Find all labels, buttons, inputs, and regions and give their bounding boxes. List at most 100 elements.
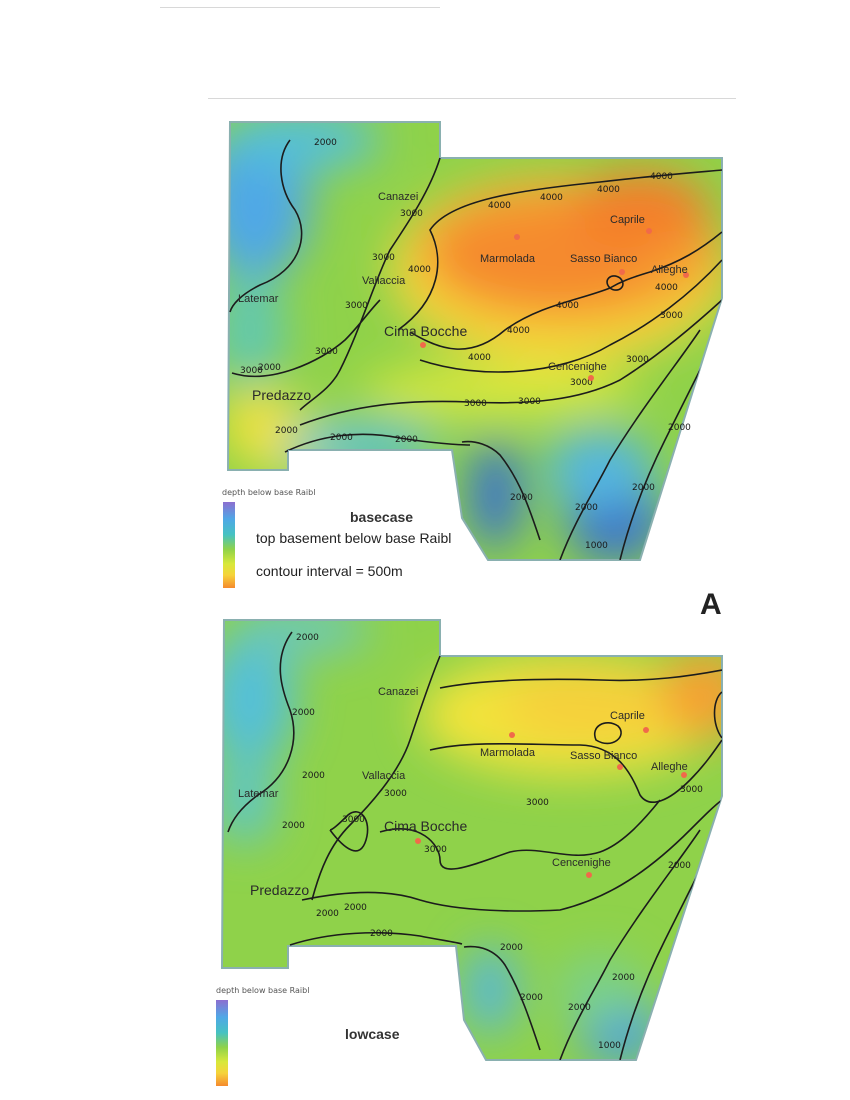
contour-label: 3000 [518,397,541,407]
contour-label: 2000 [668,423,691,433]
contour-label: 4000 [597,185,620,195]
contour-label: 4000 [507,326,530,336]
contour-label: 4000 [650,172,673,182]
contour-label: 2000 [520,993,543,1003]
contour-label: 2000 [612,973,635,983]
well-marker [509,732,515,738]
well-marker [617,764,623,770]
well-marker [646,228,652,234]
contour-label: 2000 [316,909,339,919]
place-cima-bocche: Cima Bocche [384,323,467,339]
well-marker [643,727,649,733]
contour-label: 2000 [344,903,367,913]
basecase-contour-labels: 2000 2000 2000 2000 2000 2000 2000 2000 … [240,138,691,551]
contour-label: 2000 [568,1003,591,1013]
contour-label: 2000 [275,426,298,436]
place-marmolada: Marmolada [480,747,536,759]
place-latemar: Latemar [238,293,279,305]
contour-label: 3000 [526,798,549,808]
basecase-wells [420,228,689,381]
lowcase-colorbar [216,1000,228,1086]
basecase-legend-title: depth below base Raibl [222,488,316,497]
lowcase-map: 2000 2000 2000 2000 2000 2000 2000 2000 … [0,600,850,1100]
place-cencenighe: Cencenighe [548,361,607,373]
contour-label: 3000 [342,815,365,825]
contour-label: 2000 [296,633,319,643]
place-vallaccia: Vallaccia [362,770,406,782]
contour-label: 3000 [680,785,703,795]
lowcase-contour-lines [227,631,722,1060]
contour-label: 4000 [556,301,579,311]
contour-label: 3000 [384,789,407,799]
contour-label: 2000 [292,708,315,718]
basecase-line-2: contour interval = 500m [256,563,403,579]
basecase-place-labels: Canazei Latemar Vallaccia Predazzo Cima … [238,191,688,403]
contour-label: 3000 [240,366,263,376]
well-marker [619,269,625,275]
contour-label: 2000 [282,821,305,831]
well-marker [586,872,592,878]
well-marker [420,342,426,348]
basecase-map: 2000 2000 2000 2000 2000 2000 2000 2000 … [0,100,850,600]
contour-label: 2000 [370,929,393,939]
basecase-contour-lines [229,139,722,560]
contour-label: 3000 [372,253,395,263]
contour-label: 3000 [570,378,593,388]
place-alleghe: Alleghe [651,761,688,773]
contour-label: 4000 [540,193,563,203]
contour-label: 2000 [510,493,533,503]
contour-label: 3000 [345,301,368,311]
contour-label: 3000 [660,311,683,321]
contour-label: 1000 [585,541,608,551]
place-cima-bocche: Cima Bocche [384,818,467,834]
lowcase-wells [415,727,687,878]
basecase-colorbar [223,502,235,588]
basecase-line-1: top basement below base Raibl [256,530,452,546]
place-canazei: Canazei [378,191,418,203]
well-marker [514,234,520,240]
lowcase-place-labels: Canazei Latemar Vallaccia Predazzo Cima … [238,686,688,898]
contour-label: 2000 [632,483,655,493]
well-marker [588,375,594,381]
basecase-map-svg: 2000 2000 2000 2000 2000 2000 2000 2000 … [226,121,723,561]
place-alleghe: Alleghe [651,264,688,276]
place-cencenighe: Cencenighe [552,857,611,869]
contour-label: 3000 [464,399,487,409]
lowcase-title: lowcase [345,1026,400,1042]
basecase-title: basecase [350,509,414,525]
contour-label: 2000 [575,503,598,513]
contour-label: 3000 [424,845,447,855]
contour-label: 2000 [668,861,691,871]
top-rule-1 [160,7,440,8]
place-predazzo: Predazzo [250,882,309,898]
lowcase-map-svg: 2000 2000 2000 2000 2000 2000 2000 2000 … [220,619,723,1061]
place-predazzo: Predazzo [252,387,311,403]
contour-label: 3000 [400,209,423,219]
contour-label: 2000 [500,943,523,953]
place-marmolada: Marmolada [480,253,536,265]
contour-label: 2000 [330,433,353,443]
contour-label: 4000 [488,201,511,211]
contour-label: 2000 [395,435,418,445]
contour-label: 1000 [598,1041,621,1051]
contour-label: 4000 [468,353,491,363]
panel-letter: A [700,588,722,621]
place-sasso-bianco: Sasso Bianco [570,253,637,265]
contour-label: 3000 [626,355,649,365]
place-vallaccia: Vallaccia [362,275,406,287]
lowcase-legend-title: depth below base Raibl [216,986,310,995]
place-caprile: Caprile [610,214,645,226]
place-caprile: Caprile [610,710,645,722]
well-marker [681,772,687,778]
place-sasso-bianco: Sasso Bianco [570,750,637,762]
contour-label: 3000 [315,347,338,357]
place-latemar: Latemar [238,788,279,800]
contour-label: 2000 [258,363,281,373]
well-marker [415,838,421,844]
place-canazei: Canazei [378,686,418,698]
lowcase-colorfield [222,620,722,1060]
contour-label: 4000 [655,283,678,293]
contour-label: 2000 [302,771,325,781]
contour-label: 4000 [408,265,431,275]
contour-label: 2000 [314,138,337,148]
